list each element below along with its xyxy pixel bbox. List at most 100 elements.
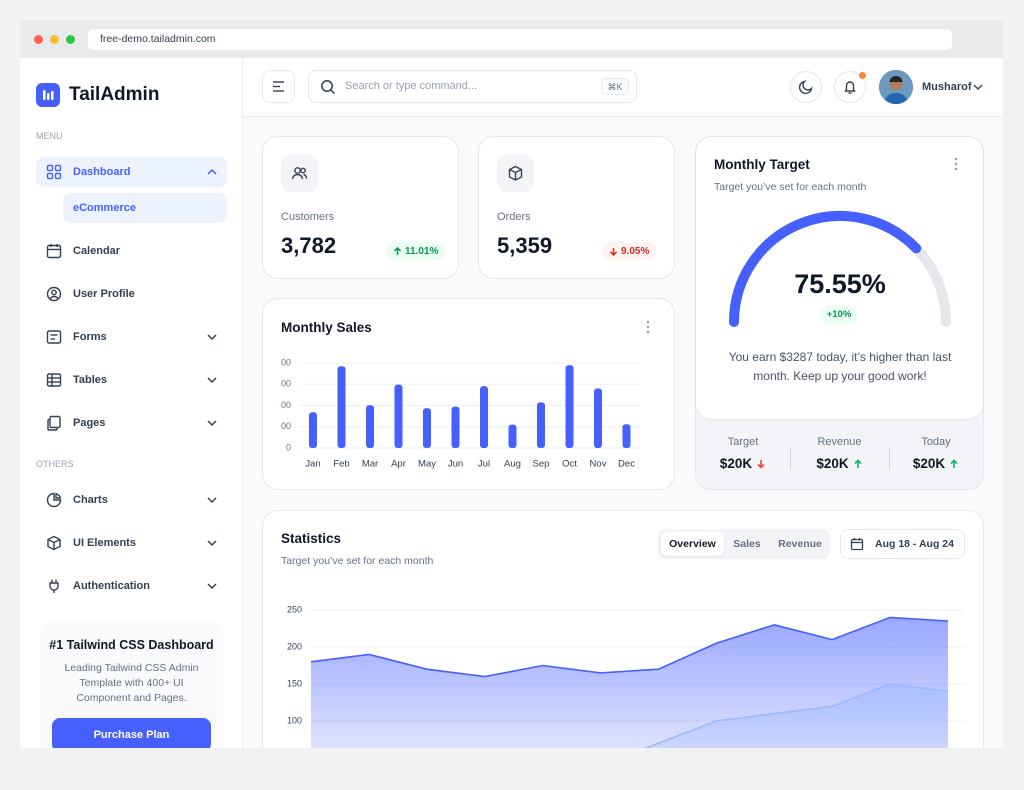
tab[interactable]: Revenue [778,538,822,550]
summary-amount: $20K [816,456,849,471]
moon-icon [798,80,813,95]
x-tick-label: Jun [448,459,463,470]
browser-window: free-demo.tailadmin.com TailAdmin MENU D… [20,20,1003,748]
x-tick-label: Dec [618,459,635,470]
nav-item[interactable]: Authentication [36,571,227,601]
nav-item[interactable]: Forms [36,322,227,352]
x-tick-label: May [418,459,436,470]
url-bar[interactable]: free-demo.tailadmin.com [88,29,952,50]
arrow-shape [950,459,958,468]
date-picker[interactable]: Aug 18 - Aug 24 [840,529,965,559]
x-tick-label: Jul [478,459,490,470]
search-box[interactable]: Search or type command... ⌘K [308,70,637,103]
notification-dot [859,72,866,79]
nav-icon [47,535,61,551]
bar [565,365,574,448]
subnav-label: eCommerce [73,202,136,214]
y-tick-label: 00 [281,421,291,431]
y-tick-label: 100 [287,715,302,725]
subnav-item[interactable]: eCommerce [63,193,227,223]
maximize-dot[interactable] [66,35,75,44]
tab[interactable]: Sales [733,538,761,550]
chart-subtitle: Target you’ve set for each month [281,555,434,567]
nav-item[interactable]: Tables [36,365,227,395]
user-chevron[interactable] [972,81,984,93]
more-menu[interactable] [642,319,654,335]
menu-icon [273,81,284,92]
bar [594,388,602,448]
metric-icon [281,155,318,192]
change-badge: 9.05% [602,242,657,260]
metric-label: Customers [281,211,335,223]
nav-item[interactable]: User Profile [36,279,227,309]
close-dot[interactable] [34,35,43,44]
x-tick-label: Oct [562,459,577,470]
tab[interactable]: Overview [661,532,724,556]
bar [394,384,403,448]
y-tick-label: 200 [287,641,302,651]
nav-icon [46,286,62,302]
nav-icon [46,164,62,180]
summary-label: Today [921,436,951,448]
nav-label: Calendar [73,245,121,257]
nav-icon [46,330,62,344]
sales-card [262,298,675,490]
arrow-shape [854,459,862,468]
summary-label: Revenue [817,436,862,448]
chevron [207,168,217,175]
theme-toggle[interactable] [790,71,822,103]
nav-icon [46,373,62,387]
nav-item[interactable]: Charts [36,485,227,515]
y-tick-label: 00 [281,379,291,389]
bell-icon [844,81,856,94]
bar [508,424,517,448]
search-placeholder: Search or type command... [345,80,478,92]
user-name[interactable]: Musharof [922,81,972,93]
nav-item[interactable]: Dashboard [36,157,227,187]
gauge-arc [729,211,922,327]
trend-arrow [854,459,862,468]
summary-amount: $20K [912,456,946,471]
gauge-message: You earn $3287 today, it’s higher than l… [728,350,952,383]
trend-arrow [950,459,958,468]
summary-amount: $20K [719,456,753,471]
chevron [207,334,217,341]
nav-item[interactable]: Calendar [36,236,227,266]
bar [309,412,317,448]
purchase-button[interactable]: Purchase Plan [52,718,211,748]
nav-icon [46,244,62,259]
nav-label: Pages [73,417,106,429]
divider [790,447,791,470]
y-tick-label: 0 [286,442,291,452]
area-line [643,683,949,748]
trend-arrow [609,247,618,256]
x-tick-label: Mar [362,459,378,470]
x-tick-label: Nov [590,459,607,470]
nav-label: User Profile [73,288,135,300]
menu-toggle[interactable] [262,70,295,103]
nav-label: Dashboard [73,166,131,178]
more-menu[interactable] [950,156,962,172]
minimize-dot[interactable] [50,35,59,44]
bar [480,386,488,448]
arrow-shape [757,460,765,469]
area-chart: 100 150 200 250 [287,604,965,748]
chevron [207,540,217,547]
trend-arrow [393,246,402,255]
nav-item[interactable]: UI Elements [36,528,227,558]
nav-label: Charts [73,494,108,506]
x-tick-label: Feb [333,459,349,470]
chevron [207,420,217,427]
avatar[interactable] [879,70,913,104]
logo-text: TailAdmin [69,84,160,105]
bar [537,402,545,448]
calendar-icon [850,538,864,551]
search-icon [321,80,336,95]
change-value: 11.01% [405,245,439,257]
shortcut-key: ⌘K [601,78,629,95]
summary-label: Target [727,436,759,448]
bar [451,406,460,448]
chart-title: Statistics [281,531,342,546]
bar [423,408,431,448]
nav-item[interactable]: Pages [36,408,227,438]
